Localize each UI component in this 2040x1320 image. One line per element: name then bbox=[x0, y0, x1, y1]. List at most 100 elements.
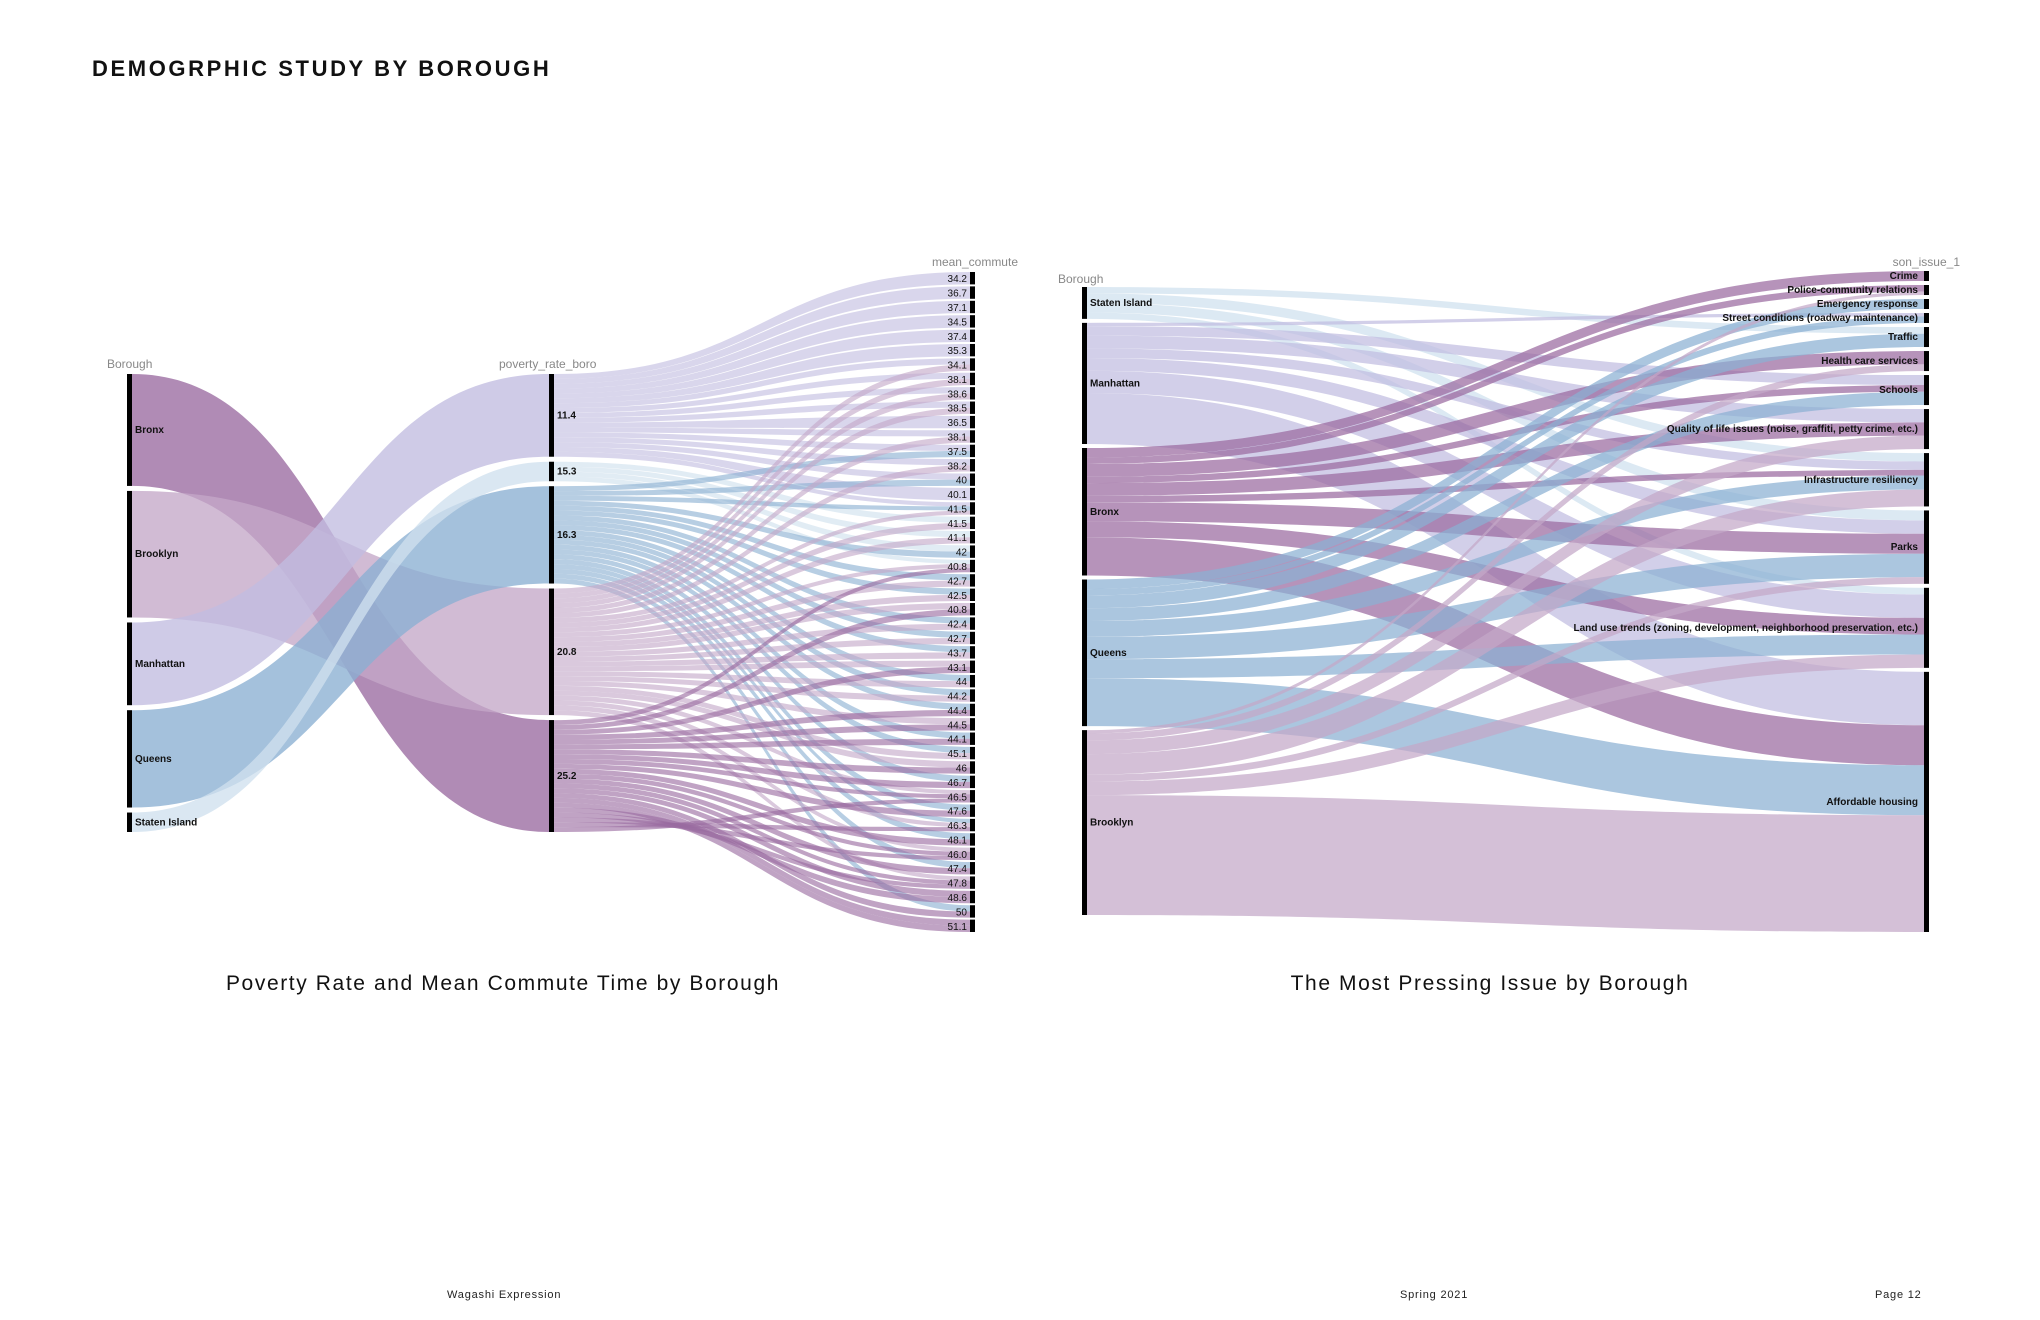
node-bronx bbox=[127, 374, 132, 486]
link-manhattan-land-use-trends-zoning-development-neighborhood-preservation-etc bbox=[1087, 370, 1924, 618]
link-bronx-commute bbox=[554, 807, 970, 904]
label-bronx: Bronx bbox=[1090, 507, 1119, 518]
label-queens: Queens bbox=[135, 754, 172, 765]
link-brooklyn-commute bbox=[554, 522, 970, 628]
link-bronx-crime bbox=[1087, 271, 1924, 458]
node-commute bbox=[970, 502, 975, 515]
link-bronx-commute bbox=[554, 802, 970, 932]
left-links bbox=[132, 272, 970, 932]
node-brooklyn bbox=[1082, 730, 1087, 915]
link-brooklyn-commute bbox=[554, 378, 970, 599]
node-commute bbox=[970, 775, 975, 789]
link-manhattan-commute bbox=[554, 442, 970, 480]
label-commute-time: 48.1 bbox=[948, 835, 968, 846]
link-brooklyn-quality-of-life-issues-noise-graffiti-petty-crime-etc bbox=[1087, 435, 1924, 755]
link-brooklyn-commute bbox=[554, 676, 970, 702]
node-commute bbox=[970, 790, 975, 803]
node-land-use-trends-zoning-development-neigh bbox=[1924, 587, 1929, 668]
link-bronx-commute bbox=[554, 817, 970, 861]
link-brooklyn-commute bbox=[554, 407, 970, 608]
label-issue: Police-community relations bbox=[1787, 285, 1918, 296]
label-commute-time: 46.7 bbox=[948, 778, 968, 789]
node-commute bbox=[970, 617, 975, 630]
label-commute-time: 45.1 bbox=[948, 749, 968, 760]
label-issue: Quality of life issues (noise, graffiti,… bbox=[1667, 424, 1918, 435]
node-poverty-25-2 bbox=[549, 720, 554, 832]
label-bronx: Bronx bbox=[135, 425, 164, 436]
link-manhattan-commute bbox=[554, 272, 970, 379]
link-queens-commute bbox=[554, 559, 970, 811]
link-bronx-commute bbox=[554, 759, 970, 799]
label-commute-time: 47.6 bbox=[948, 807, 968, 818]
pressing-issue-sankey: Staten Island Manhattan Bronx Queens Brookly… bbox=[1058, 255, 1960, 932]
link-brooklyn-commute bbox=[554, 510, 970, 623]
node-commute bbox=[970, 718, 975, 731]
node-manhattan bbox=[127, 622, 132, 706]
label-commute-time: 34.5 bbox=[948, 317, 968, 328]
link-bronx-commute bbox=[554, 749, 970, 774]
node-brooklyn bbox=[127, 490, 132, 618]
node-poverty-11-4 bbox=[549, 374, 554, 457]
link-queens-commute bbox=[554, 525, 970, 653]
link-bronx-commute bbox=[554, 763, 970, 817]
label-commute-time: 41.1 bbox=[948, 533, 968, 544]
footer-publication: Wagashi Expression bbox=[447, 1289, 562, 1301]
link-brooklyn-commute bbox=[554, 465, 970, 618]
label-commute-time: 46 bbox=[956, 764, 968, 775]
node-parks bbox=[1924, 510, 1929, 584]
label-commute-time: 36.7 bbox=[948, 289, 968, 300]
node-affordable-housing bbox=[1924, 671, 1929, 932]
link-manhattan-commute bbox=[554, 358, 970, 409]
node-street-conditions-roadway-maintenance bbox=[1924, 313, 1929, 324]
link-brooklyn-police-community-relations bbox=[1087, 291, 1924, 734]
label-issue: Crime bbox=[1890, 271, 1919, 282]
link-brooklyn-commute bbox=[554, 637, 970, 662]
node-crime bbox=[1924, 271, 1929, 282]
link-brooklyn-commute bbox=[554, 364, 970, 594]
link-queens-commute bbox=[554, 495, 970, 511]
page-title: DEMOGRPHIC STUDY BY BOROUGH bbox=[92, 56, 552, 81]
label-queens: Queens bbox=[1090, 648, 1127, 659]
node-commute bbox=[970, 473, 975, 486]
link-queens-commute bbox=[554, 564, 970, 823]
link-brooklyn-commute bbox=[554, 623, 970, 657]
node-commute bbox=[970, 689, 975, 702]
link-brooklyn-commute bbox=[554, 580, 970, 643]
link-staten-island-traffic bbox=[1087, 287, 1924, 334]
label-issue: Parks bbox=[1891, 542, 1919, 553]
link-bronx-commute bbox=[554, 709, 970, 740]
link-bronx-commute bbox=[554, 798, 970, 832]
link-queens-commute bbox=[554, 450, 970, 492]
node-commute bbox=[970, 387, 975, 400]
axis-title-borough: Borough bbox=[1058, 272, 1103, 286]
link-bronx-police-community-relations bbox=[1087, 285, 1924, 464]
node-commute bbox=[970, 660, 975, 673]
node-commute bbox=[970, 358, 975, 371]
left-chart-caption: Poverty Rate and Mean Commute Time by Bo… bbox=[225, 972, 781, 995]
link-bronx-parks bbox=[1087, 502, 1924, 554]
label-poverty-rate: 16.3 bbox=[557, 530, 577, 541]
link-bronx-commute bbox=[554, 768, 970, 846]
label-commute-time: 40 bbox=[956, 476, 968, 487]
link-bronx-commute bbox=[554, 724, 970, 745]
node-commute bbox=[970, 300, 975, 314]
link-staten-island-commute bbox=[554, 461, 970, 523]
link-queens-parks bbox=[1087, 553, 1924, 660]
node-schools bbox=[1924, 375, 1929, 406]
label-commute-time: 44.4 bbox=[948, 706, 968, 717]
node-commute bbox=[970, 703, 975, 717]
node-commute bbox=[970, 516, 975, 530]
label-issue: Traffic bbox=[1888, 332, 1918, 343]
label-commute-time: 47.8 bbox=[948, 879, 968, 890]
label-manhattan: Manhattan bbox=[1090, 378, 1140, 389]
label-commute-time: 44 bbox=[956, 677, 968, 688]
node-commute bbox=[970, 574, 975, 587]
link-bronx-health-care-services bbox=[1087, 351, 1924, 477]
label-commute-time: 40.8 bbox=[948, 562, 968, 573]
label-commute-time: 37.4 bbox=[948, 332, 968, 343]
node-commute bbox=[970, 372, 975, 386]
axis-title-son-issue-1: son_issue_1 bbox=[1893, 255, 1961, 269]
label-commute-time: 46.0 bbox=[948, 850, 968, 861]
link-bronx-commute bbox=[554, 666, 970, 735]
link-manhattan-commute bbox=[554, 372, 970, 413]
